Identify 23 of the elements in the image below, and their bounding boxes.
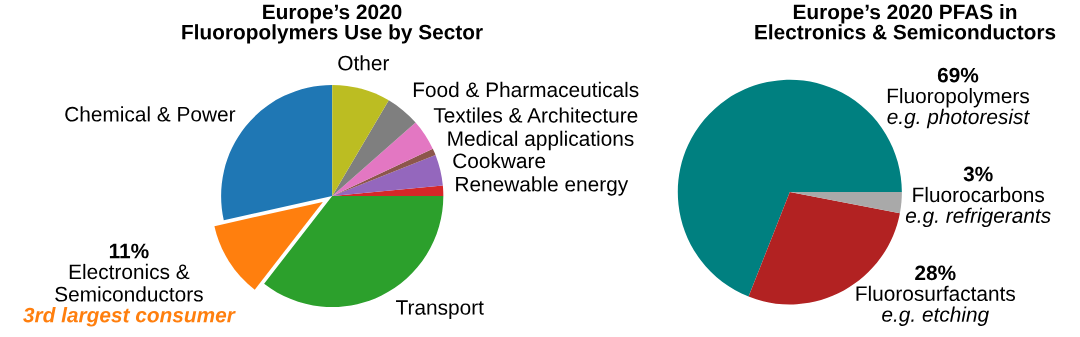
slice-label: Renewable energy [456,176,629,196]
slice-label: Transport [396,300,484,319]
slice-label: Textiles & Architecture [433,107,638,123]
chart-title: Europe’s 2020 Fluoropolymers Use by Sector [182,4,483,44]
data-label: 69% [937,67,979,83]
slice-label: Fluorosurfactants [856,285,1016,302]
data-label: 3% [963,166,993,182]
pie-slice [789,192,902,214]
slice-label: Fluoropolymers [887,88,1029,108]
slice-label: Medical applications [448,130,634,151]
text: e.g. refrigerants [905,207,1051,228]
text: e.g. photoresist [887,108,1030,129]
data-label: 28% [915,265,956,281]
slice-label: Other [338,55,390,71]
slice-label: Cookware [453,152,546,169]
slice-label: Electronics & Semiconductors [55,263,203,302]
slice-label: Food & Pharmaceuticals [413,81,639,98]
slice-label: Chemical & Power [65,106,236,122]
chart-title: Europe’s 2020 PFAS in Electronics & Semiconductors [755,4,1056,40]
text: e.g. etching [882,306,989,326]
text: 3rd largest consumer [23,307,236,327]
slice-label: Fluorocarbons [913,186,1045,203]
data-label: 11% [109,243,149,259]
